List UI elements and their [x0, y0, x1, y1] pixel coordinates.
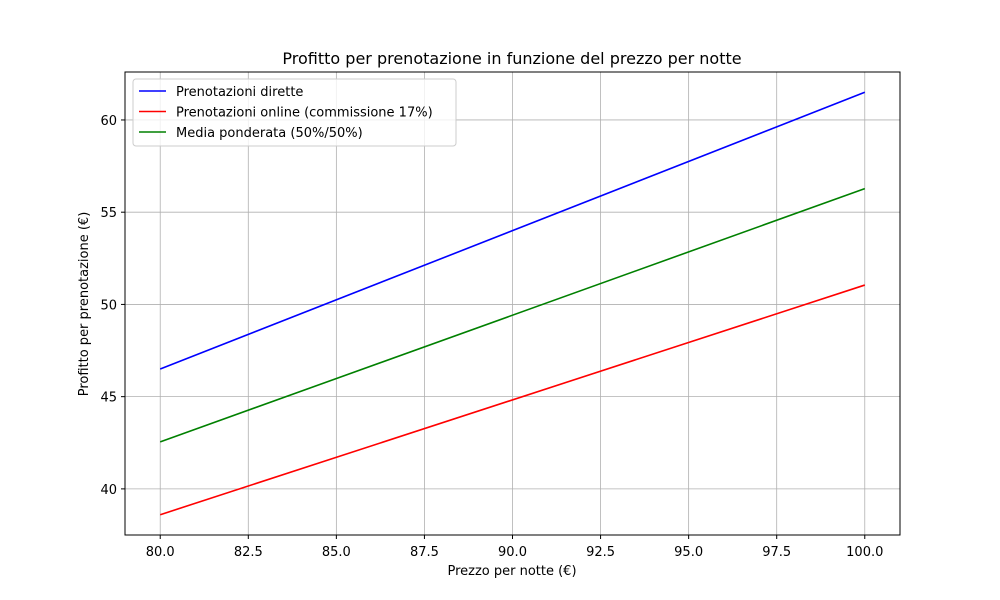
- x-tick-label: 80.0: [146, 545, 175, 560]
- x-tick-label: 97.5: [762, 545, 791, 560]
- series-lines: [159, 91, 866, 516]
- y-axis-label: Profitto per prenotazione (€): [77, 212, 92, 397]
- y-tick-label: 55: [100, 206, 117, 221]
- chart-title: Profitto per prenotazione in funzione de…: [282, 49, 741, 68]
- x-axis-ticks: 80.0 82.5 85.0 87.5 90.0 92.5 95.0 97.5 100.0: [146, 535, 883, 560]
- x-tick-label: 85.0: [322, 545, 351, 560]
- x-axis-label: Prezzo per notte (€): [447, 564, 576, 579]
- legend: Prenotazioni dirette Prenotazioni online …: [132, 78, 457, 147]
- x-tick-label: 87.5: [410, 545, 439, 560]
- x-tick-label: 100.0: [846, 545, 883, 560]
- series-line-1: [159, 91, 866, 370]
- series-line-2: [159, 284, 866, 516]
- y-tick-label: 40: [100, 483, 117, 498]
- y-axis-ticks: 40 45 50 55 60: [100, 114, 125, 498]
- y-tick-label: 45: [100, 391, 117, 406]
- x-tick-label: 90.0: [498, 545, 527, 560]
- series-line-3: [159, 187, 866, 443]
- grid: [125, 72, 900, 535]
- legend-label-2: Prenotazioni online (commissione 17%): [176, 106, 433, 121]
- legend-label-1: Prenotazioni dirette: [176, 85, 303, 100]
- y-tick-label: 50: [100, 298, 117, 313]
- y-tick-label: 60: [100, 114, 117, 129]
- legend-label-3: Media ponderata (50%/50%): [176, 126, 363, 141]
- legend-box: [132, 78, 457, 147]
- x-tick-label: 92.5: [586, 545, 615, 560]
- x-tick-label: 82.5: [234, 545, 263, 560]
- x-tick-label: 95.0: [674, 545, 703, 560]
